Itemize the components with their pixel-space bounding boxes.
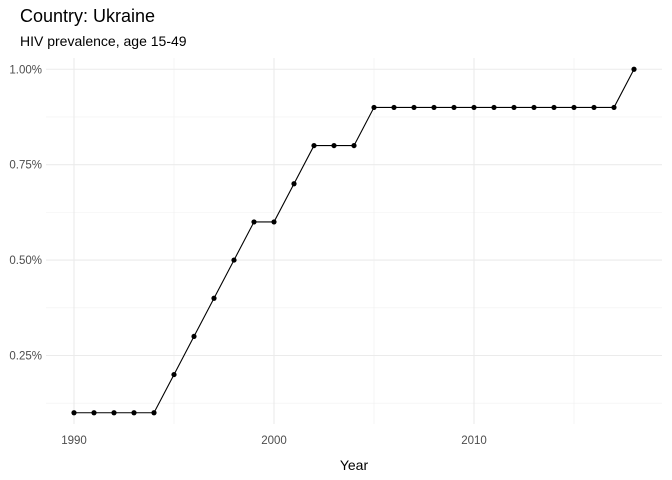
y-tick-label: 1.00% [9,64,42,76]
data-point [191,333,197,340]
data-point [291,181,297,187]
data-point [271,219,277,225]
data-point [611,104,617,111]
data-point [591,104,597,111]
x-axis-title: Year [340,457,369,473]
x-axis-ticks: 1990 2000 2010 [61,435,487,447]
data-point [251,219,257,225]
data-point [631,66,637,72]
data-point [71,410,77,416]
data-point [211,295,217,301]
chart-title: Country: Ukraine [20,6,156,26]
data-points [71,66,637,416]
data-point [451,104,457,111]
data-point [491,104,497,111]
x-tick-label: 1990 [61,435,87,447]
data-point [431,104,437,111]
data-point [411,104,417,111]
y-tick-label: 0.75% [9,160,42,172]
data-point [571,104,577,111]
data-point [171,371,177,378]
data-point [151,410,157,416]
y-tick-label: 0.50% [9,255,42,267]
grid-lines [46,58,662,424]
series-line [74,69,635,414]
data-point [531,104,537,111]
data-point [331,142,337,149]
data-point [391,104,397,111]
data-point [511,104,517,111]
data-point [471,104,477,111]
y-tick-label: 0.25% [9,350,42,362]
data-point [131,410,137,416]
series-line-layer [74,69,635,414]
data-point [351,142,357,149]
data-point [111,410,117,416]
x-tick-label: 2010 [461,435,487,447]
x-tick-label: 2000 [261,435,287,447]
data-point [371,104,377,111]
y-axis-ticks: 0.25% 0.50% 0.75% 1.00% [9,64,42,362]
data-point [91,410,97,416]
data-point [231,257,237,263]
chart-subtitle: HIV prevalence, age 15-49 [20,33,187,49]
data-point [551,104,557,111]
data-point [311,142,317,149]
